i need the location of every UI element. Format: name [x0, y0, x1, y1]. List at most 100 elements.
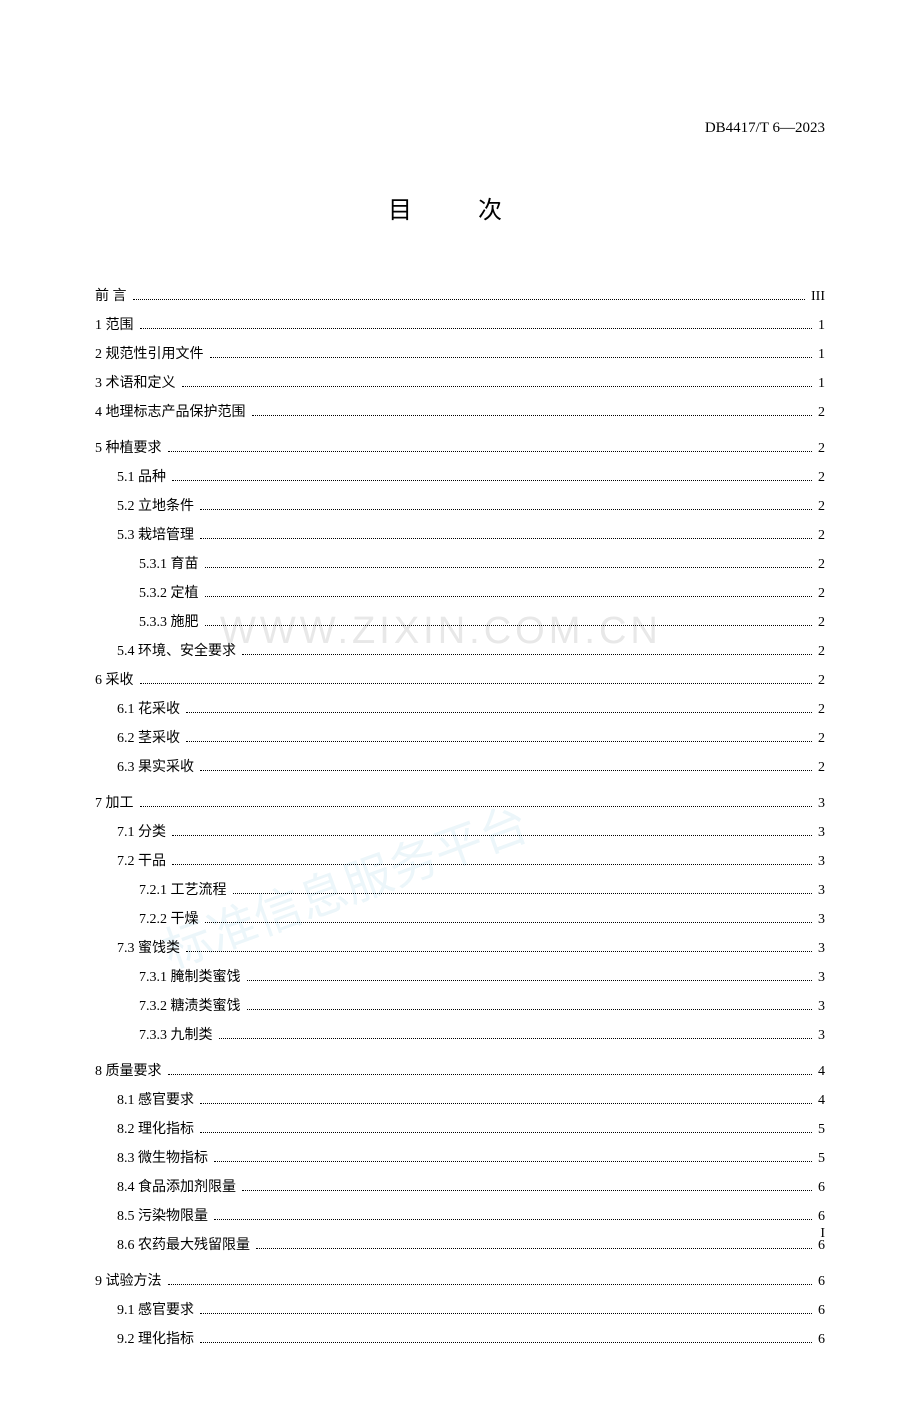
toc-entry: 5.3.3 施肥 2 [95, 611, 825, 631]
toc-entry: 8.1 感官要求 4 [95, 1089, 825, 1109]
toc-entry: 9.1 感官要求 6 [95, 1299, 825, 1319]
toc-entry: 5.1 品种2 [95, 466, 825, 486]
toc-page-number: 1 [814, 318, 825, 334]
toc-leader-dots [210, 357, 813, 358]
toc-leader-dots [140, 328, 813, 329]
toc-entry: 6.1 花采收2 [95, 698, 825, 718]
toc-label: 8.2 理化指标 [117, 1118, 198, 1138]
toc-leader-dots [172, 835, 812, 836]
toc-leader-dots [172, 480, 812, 481]
toc-leader-dots [133, 299, 806, 300]
toc-entry: 8.2 理化指标 5 [95, 1118, 825, 1138]
toc-label: 8 质量要求 [95, 1060, 166, 1080]
toc-leader-dots [172, 864, 812, 865]
toc-leader-dots [256, 1248, 812, 1249]
toc-entry: 9.2 理化指标6 [95, 1328, 825, 1348]
toc-entry: 7 加工 3 [95, 792, 825, 812]
toc-page-number: 2 [814, 528, 825, 544]
toc-leader-dots [205, 567, 813, 568]
toc-label: 7.2 干品 [117, 850, 170, 870]
toc-label: 5.3.2 定植 [139, 582, 203, 602]
toc-label: 4 地理标志产品保护范围 [95, 401, 250, 421]
toc-label: 9.1 感官要求 [117, 1299, 198, 1319]
toc-entry: 6 采收 2 [95, 669, 825, 689]
toc-entry: 前 言III [95, 285, 825, 305]
toc-entry: 7.2.2 干燥3 [95, 908, 825, 928]
toc-page-number: 6 [814, 1303, 825, 1319]
toc-label: 5.3 栽培管理 [117, 524, 198, 544]
toc-page-number: 3 [814, 1028, 825, 1044]
toc-page-number: 5 [814, 1122, 825, 1138]
toc-leader-dots [168, 1284, 813, 1285]
toc-label: 5.4 环境、安全要求 [117, 640, 240, 660]
toc-label: 5.2 立地条件 [117, 495, 198, 515]
toc-label: 7.3.2 糖渍类蜜饯 [139, 995, 245, 1015]
toc-entry: 6.2 茎采收2 [95, 727, 825, 747]
toc-entry: 5.3.1 育苗 2 [95, 553, 825, 573]
toc-leader-dots [186, 951, 812, 952]
standard-code: DB4417/T 6—2023 [705, 120, 825, 137]
toc-leader-dots [186, 741, 812, 742]
toc-leader-dots [200, 1342, 812, 1343]
toc-page-number: 3 [814, 854, 825, 870]
toc-page-number: 3 [814, 883, 825, 899]
toc-leader-dots [200, 770, 812, 771]
toc-leader-dots [247, 980, 813, 981]
toc-page-number: 6 [814, 1209, 825, 1225]
toc-page-number: 3 [814, 912, 825, 928]
toc-page-number: 6 [814, 1180, 825, 1196]
toc-page-number: 3 [814, 796, 825, 812]
toc-entry: 7.1 分类 3 [95, 821, 825, 841]
toc-label: 6.3 果实采收 [117, 756, 198, 776]
toc-page-number: 2 [814, 673, 825, 689]
toc-label: 5.3.3 施肥 [139, 611, 203, 631]
toc-leader-dots [168, 451, 813, 452]
toc-leader-dots [200, 1103, 812, 1104]
toc-leader-dots [242, 1190, 812, 1191]
toc-entry: 8.4 食品添加剂限量 6 [95, 1176, 825, 1196]
page-title: 目 次 [95, 190, 825, 225]
toc-entry: 8.3 微生物指标5 [95, 1147, 825, 1167]
toc-label: 2 规范性引用文件 [95, 343, 208, 363]
toc-page-number: 2 [814, 615, 825, 631]
toc-entry: 8.5 污染物限量6 [95, 1205, 825, 1225]
toc-leader-dots [214, 1161, 812, 1162]
toc-entry: 5 种植要求2 [95, 437, 825, 457]
toc-entry: 7.3.2 糖渍类蜜饯3 [95, 995, 825, 1015]
toc-leader-dots [252, 415, 813, 416]
toc-page-number: 2 [814, 405, 825, 421]
toc-page-number: 3 [814, 825, 825, 841]
toc-label: 8.4 食品添加剂限量 [117, 1176, 240, 1196]
toc-label: 6.2 茎采收 [117, 727, 184, 747]
toc-label: 8.6 农药最大残留限量 [117, 1234, 254, 1254]
toc-label: 8.1 感官要求 [117, 1089, 198, 1109]
toc-page-number: 4 [814, 1093, 825, 1109]
toc-label: 5.3.1 育苗 [139, 553, 203, 573]
toc-label: 7.3.3 九制类 [139, 1024, 217, 1044]
toc-label: 6 采收 [95, 669, 138, 689]
toc-entry: 2 规范性引用文件1 [95, 343, 825, 363]
toc-entry: 5.2 立地条件 2 [95, 495, 825, 515]
toc-page-number: III [807, 289, 825, 305]
toc-entry: 8.6 农药最大残留限量6 [95, 1234, 825, 1254]
toc-entry: 7.2.1 工艺流程3 [95, 879, 825, 899]
toc-label: 6.1 花采收 [117, 698, 184, 718]
toc-page-number: 2 [814, 644, 825, 660]
toc-leader-dots [186, 712, 812, 713]
toc-page-number: 2 [814, 499, 825, 515]
table-of-contents: 前 言III1 范围12 规范性引用文件13 术语和定义14 地理标志产品保护范… [95, 285, 825, 1348]
toc-entry: 5.3 栽培管理 2 [95, 524, 825, 544]
toc-page-number: 6 [814, 1274, 825, 1290]
toc-label: 9.2 理化指标 [117, 1328, 198, 1348]
toc-leader-dots [247, 1009, 813, 1010]
toc-page-number: 2 [814, 557, 825, 573]
toc-leader-dots [140, 683, 813, 684]
toc-label: 7 加工 [95, 792, 138, 812]
toc-entry: 7.3.1 腌制类蜜饯3 [95, 966, 825, 986]
toc-entry: 5.3.2 定植2 [95, 582, 825, 602]
toc-entry: 7.3.3 九制类 3 [95, 1024, 825, 1044]
toc-label: 7.1 分类 [117, 821, 170, 841]
toc-label: 3 术语和定义 [95, 372, 180, 392]
toc-entry: 9 试验方法6 [95, 1270, 825, 1290]
toc-leader-dots [205, 596, 813, 597]
